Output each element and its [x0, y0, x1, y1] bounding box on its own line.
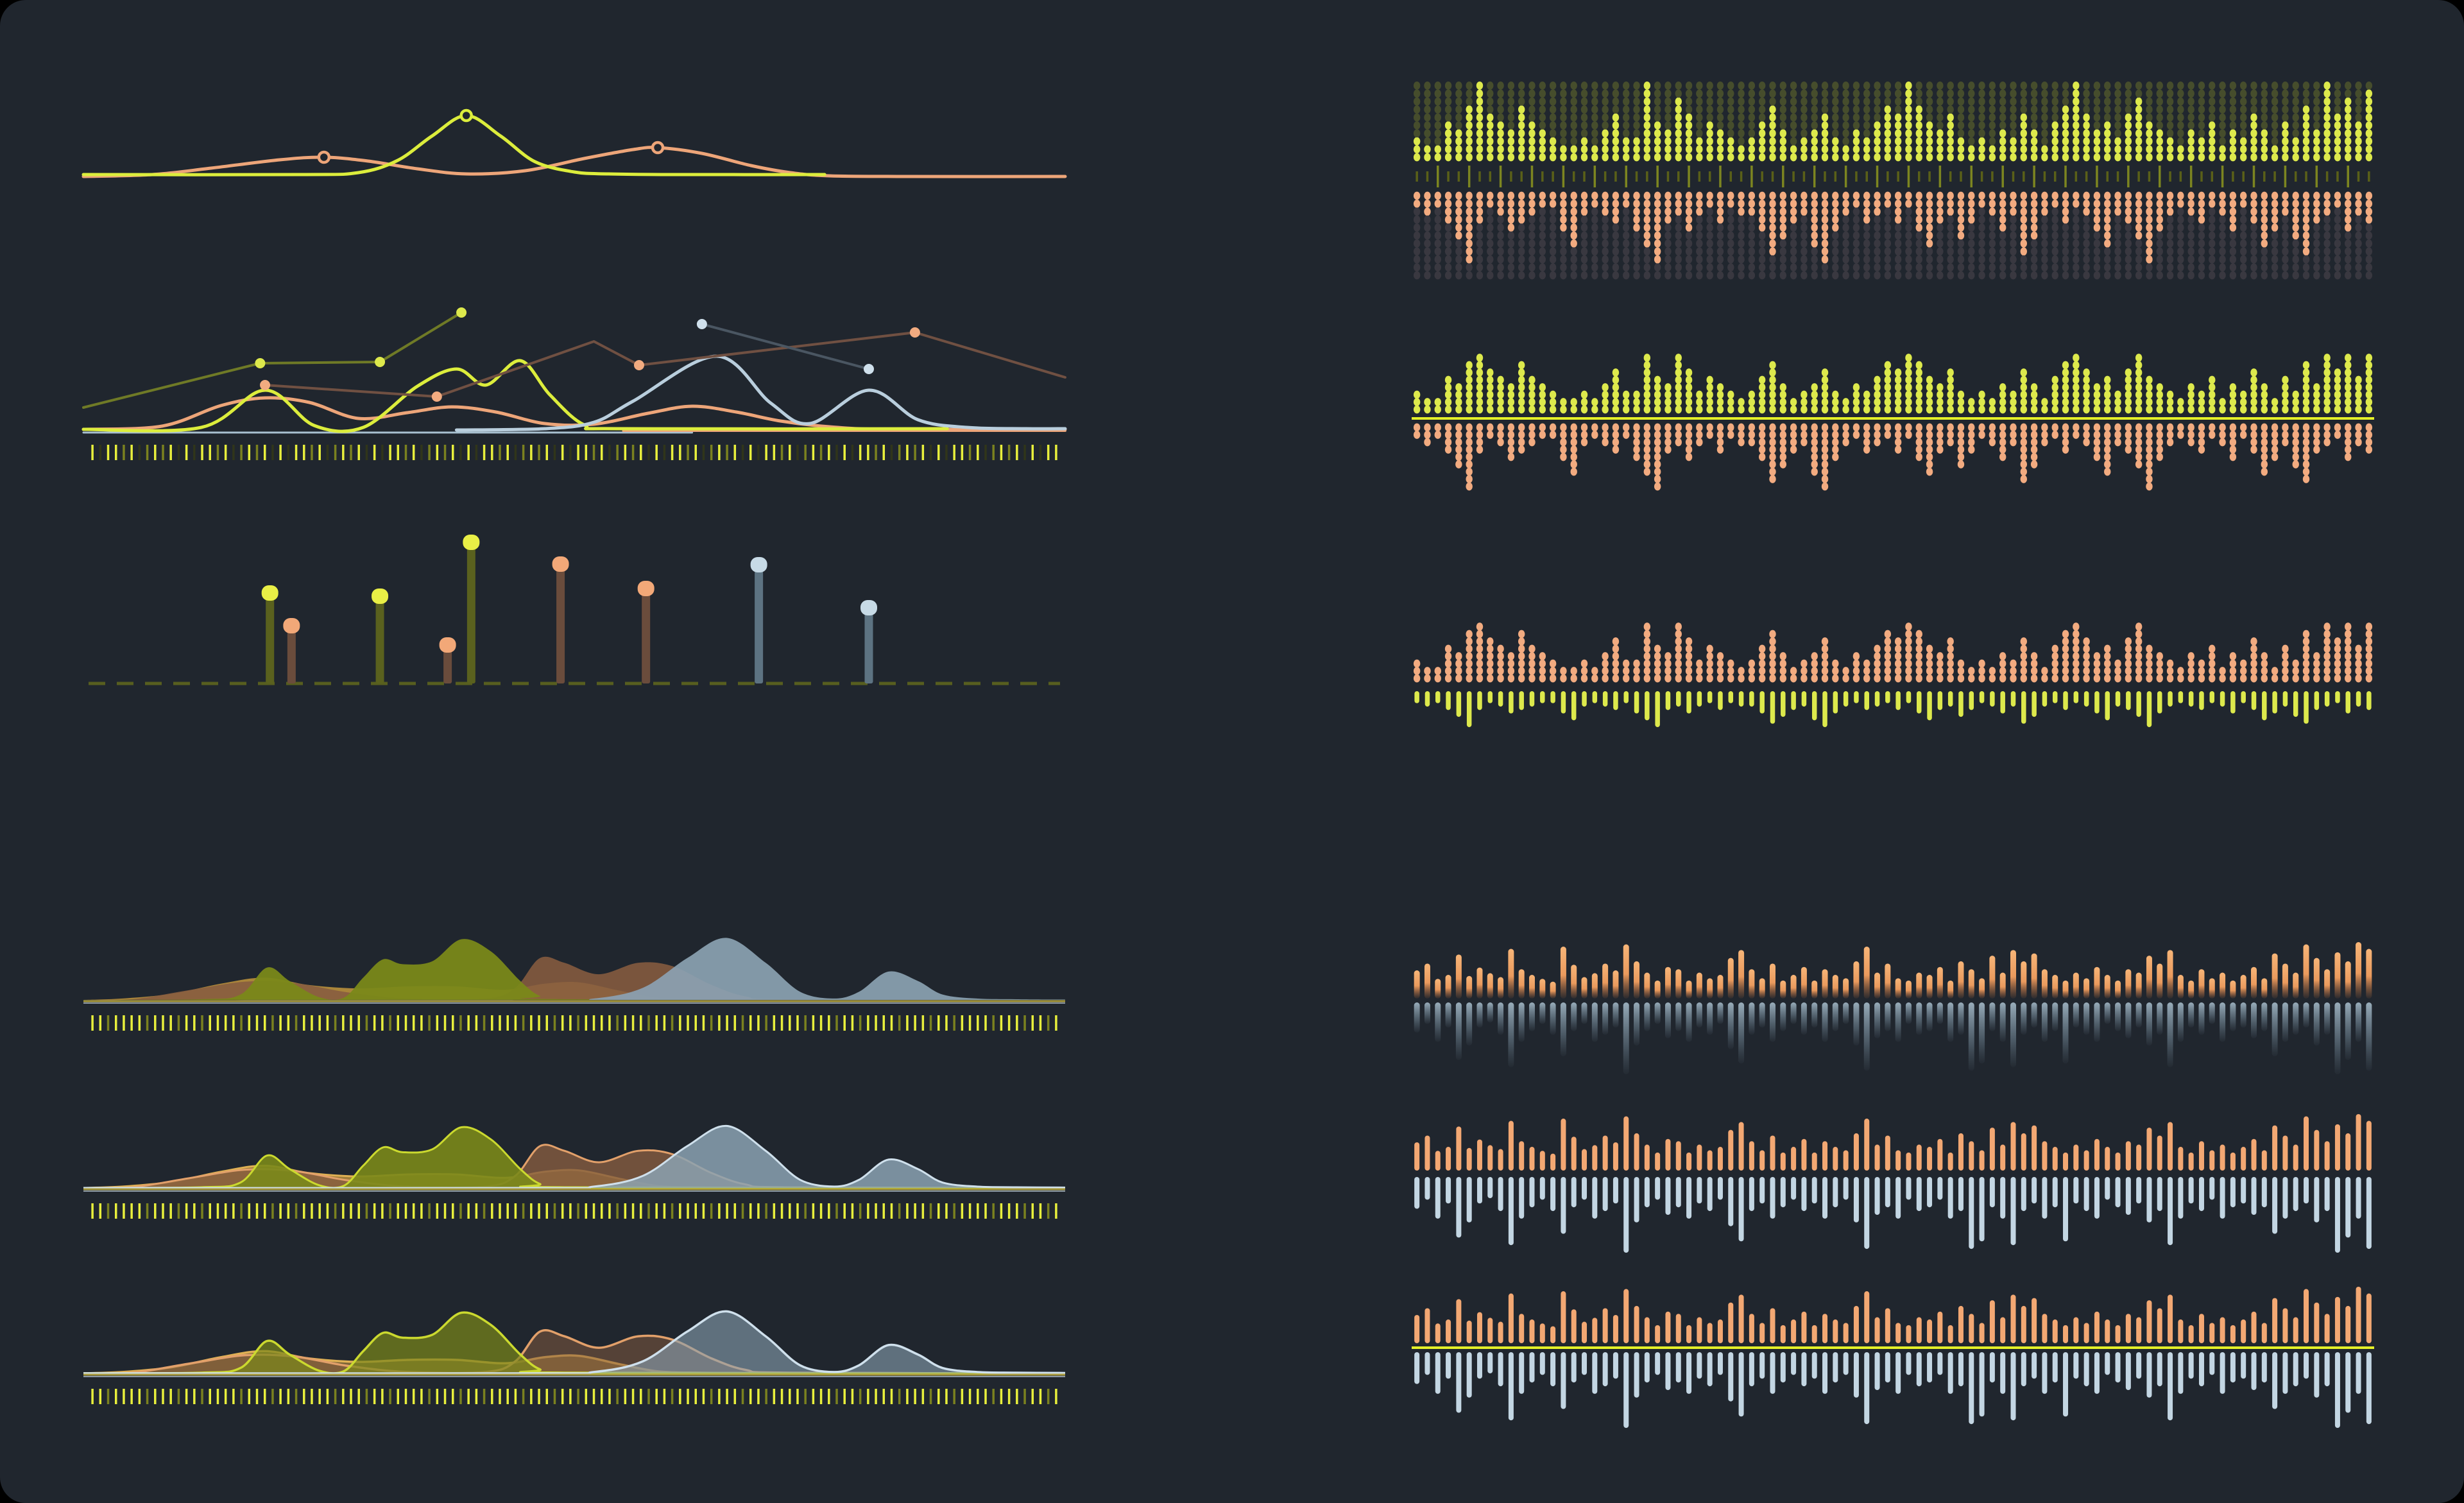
lollipop-bar-chart [83, 533, 1065, 693]
area-chart-solid-canvas [83, 938, 1065, 1031]
area-chart-outlined [83, 1106, 1066, 1237]
multi-series-line-chart [81, 292, 1067, 485]
gradient-bar-waveform [1412, 938, 2374, 1076]
area-chart-translucent [83, 1291, 1066, 1423]
dot-waveform-canvas [1412, 354, 2374, 491]
area-chart-translucent-canvas [83, 1310, 1066, 1404]
dot-matrix-equalizer [1412, 67, 2374, 282]
area-chart-solid [83, 918, 1065, 1049]
dot-matrix-equalizer-canvas [1413, 82, 2373, 280]
lollipop-bar-chart-canvas [89, 535, 1060, 685]
dot-and-bar-waveform-canvas [1413, 623, 2373, 727]
multi-series-line-chart-canvas [81, 307, 1067, 460]
solid-bar-waveform-canvas [1414, 1114, 2372, 1253]
dot-waveform [1412, 354, 2374, 517]
dot-and-bar-waveform [1412, 619, 2374, 773]
area-chart-outlined-canvas [83, 1124, 1066, 1219]
line-chart-basic-canvas [81, 108, 1067, 178]
solid-bar-waveform [1412, 1114, 2374, 1253]
split-bar-waveform-canvas [1412, 1287, 2374, 1428]
line-chart-basic [81, 96, 1067, 186]
split-bar-waveform [1412, 1287, 2374, 1428]
gradient-bar-waveform-canvas [1414, 942, 2372, 1074]
